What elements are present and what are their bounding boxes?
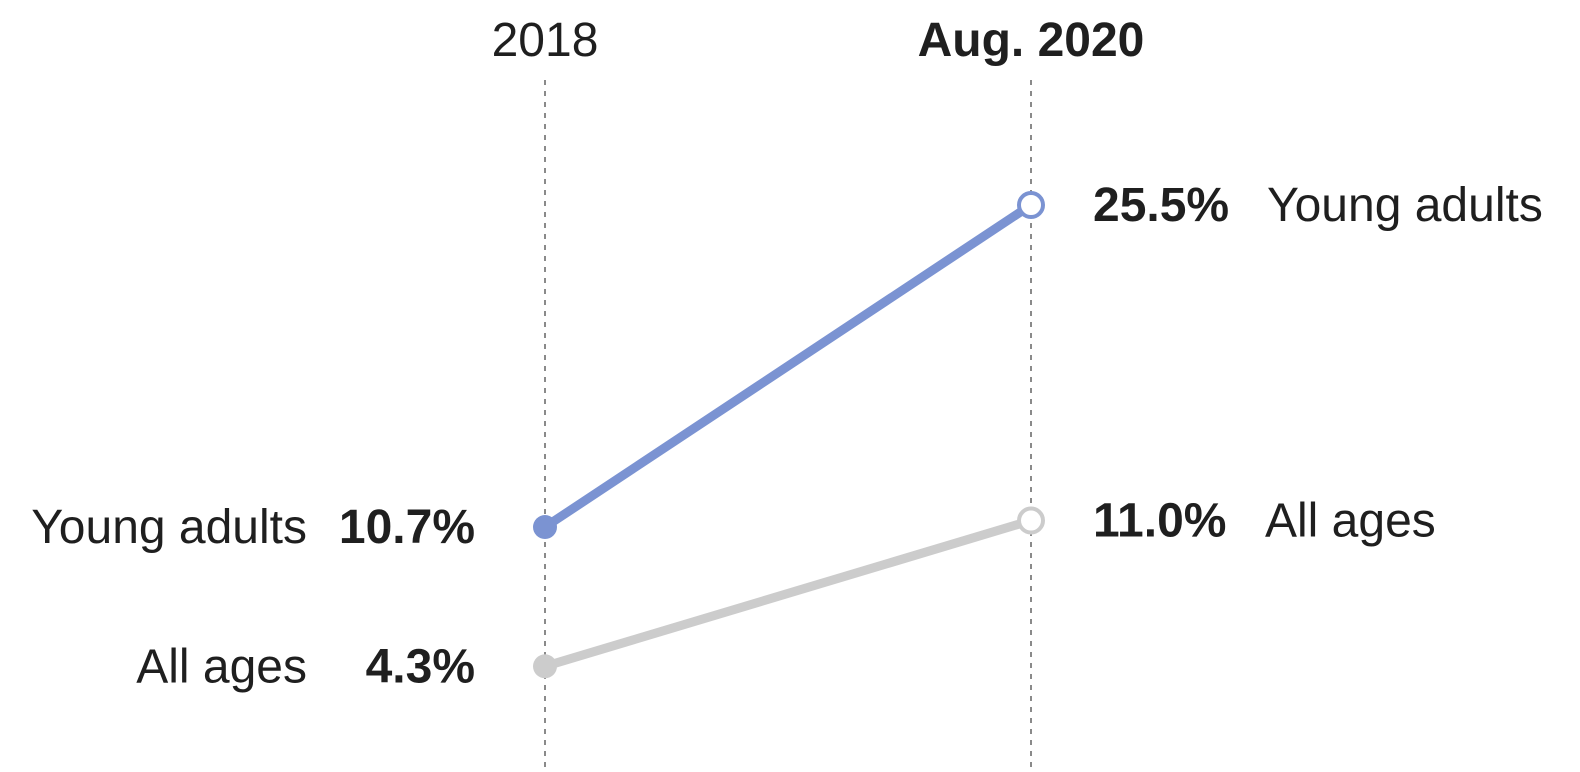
series-line-1 (540, 516, 1036, 671)
period-labels: 2018 Aug. 2020 (492, 14, 1145, 67)
series-line-0 (540, 200, 1036, 532)
series-lines (533, 191, 1045, 679)
end-series-name-1: All ages (1265, 495, 1436, 548)
start-value-label-0: 10.7% (339, 501, 475, 554)
grid-layer (544, 80, 1032, 772)
end-point-0 (1017, 191, 1045, 219)
period-label-0: 2018 (492, 14, 599, 67)
end-point-1 (1017, 506, 1045, 535)
start-series-name-0: Young adults (31, 501, 307, 554)
end-value-label-1: 11.0% (1093, 495, 1226, 548)
end-series-name-0: Young adults (1267, 179, 1543, 232)
end-value-label-0: 25.5% (1093, 179, 1229, 232)
period-label-1: Aug. 2020 (918, 14, 1145, 67)
series-labels: Young adults 10.7% 25.5% Young adults All ag… (31, 179, 1543, 693)
start-series-name-1: All ages (136, 640, 307, 693)
start-value-label-1: 4.3% (366, 640, 475, 693)
start-point-1 (533, 654, 557, 679)
start-point-0 (533, 515, 557, 540)
